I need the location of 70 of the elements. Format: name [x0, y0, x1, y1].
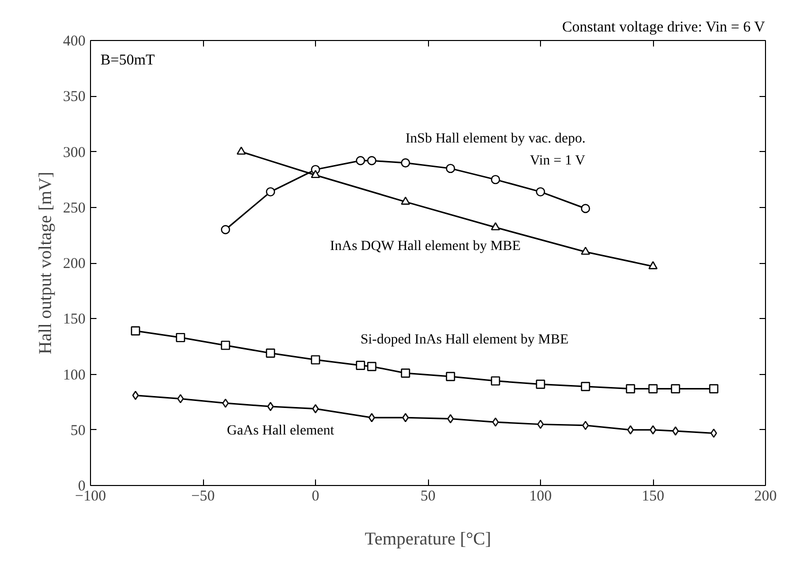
- point: [447, 414, 454, 424]
- point: [132, 390, 139, 400]
- point: [367, 156, 376, 166]
- y-tick-label: 100: [63, 367, 86, 384]
- point: [446, 372, 456, 382]
- point: [650, 425, 656, 434]
- point: [648, 384, 658, 394]
- point: [400, 196, 410, 205]
- point: [580, 382, 590, 392]
- point: [267, 402, 274, 412]
- x-axis-title: Temperature [°C]: [364, 528, 492, 548]
- point: [266, 187, 276, 196]
- point: [310, 170, 320, 178]
- annotation: B=50mT: [100, 52, 155, 68]
- y-tick-label: 150: [63, 312, 86, 328]
- point: [537, 420, 544, 429]
- point: [536, 187, 546, 196]
- point: [580, 246, 590, 255]
- series-label: InSb Hall element by vac. depo.: [405, 131, 586, 146]
- point: [236, 146, 246, 155]
- point: [536, 380, 546, 389]
- point: [490, 222, 500, 230]
- point: [490, 376, 500, 386]
- point: [266, 348, 276, 358]
- point: [626, 384, 636, 394]
- point: [367, 362, 376, 372]
- point: [176, 332, 186, 342]
- text: Constant voltage drive: Vin = 6 V: [562, 20, 766, 36]
- point: [580, 204, 590, 214]
- point: [490, 174, 500, 184]
- y-tick-label: 200: [63, 256, 86, 272]
- series-label: Si-doped InAs Hall element by MBE: [360, 332, 569, 348]
- x-tick-label: 150: [642, 488, 664, 504]
- point: [648, 261, 658, 270]
- point: [220, 225, 230, 234]
- x-tick-label: 50: [420, 488, 436, 504]
- point: [220, 340, 230, 350]
- y-tick-label: 300: [63, 144, 86, 161]
- point: [400, 368, 410, 378]
- series-label: InAs DQW Hall element by MBE: [330, 238, 521, 254]
- point: [492, 417, 499, 427]
- point: [222, 398, 229, 408]
- series-label: GaAs Hall element: [226, 424, 334, 439]
- point: [310, 355, 320, 364]
- point: [356, 360, 366, 370]
- y-tick-label: 0: [78, 478, 86, 494]
- y-axis-title: Hall output voltage [mV]: [35, 172, 55, 354]
- point: [670, 384, 680, 394]
- point: [710, 428, 718, 438]
- point: [356, 156, 366, 166]
- point: [177, 394, 184, 404]
- y-tick-label: 50: [70, 422, 86, 439]
- x-tick-label: 200: [754, 488, 777, 504]
- point: [130, 326, 140, 336]
- point: [368, 413, 376, 422]
- point: [582, 420, 589, 430]
- x-tick-label: −50: [191, 488, 215, 504]
- point: [446, 164, 456, 174]
- y-tick-label: 350: [63, 89, 86, 106]
- y-tick-label: 250: [63, 200, 86, 216]
- point: [400, 158, 410, 168]
- x-tick-label: 100: [529, 488, 552, 504]
- point: [402, 413, 409, 422]
- annotation: Vin = 1 V: [530, 153, 586, 168]
- point: [672, 426, 679, 436]
- point: [709, 384, 718, 394]
- point: [627, 425, 634, 434]
- point: [312, 404, 319, 414]
- y-tick-label: 400: [63, 34, 86, 50]
- x-tick-label: 0: [312, 488, 320, 504]
